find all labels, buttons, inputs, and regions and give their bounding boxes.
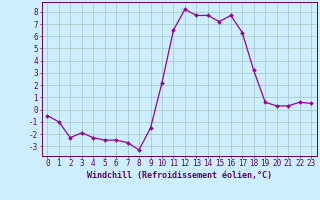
X-axis label: Windchill (Refroidissement éolien,°C): Windchill (Refroidissement éolien,°C) (87, 171, 272, 180)
